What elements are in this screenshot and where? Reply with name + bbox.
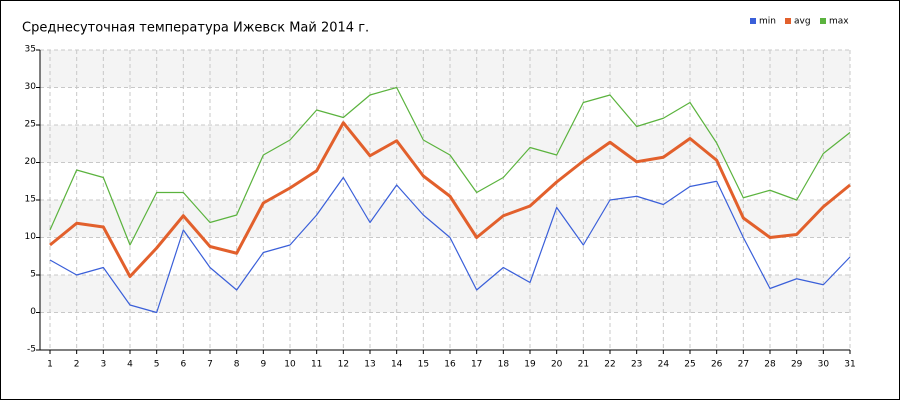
- grid-band: [40, 275, 850, 313]
- x-tick-label: 27: [738, 360, 749, 370]
- legend-label: max: [829, 17, 849, 27]
- x-tick-label: 17: [471, 360, 482, 370]
- x-tick-label: 5: [154, 360, 160, 370]
- x-tick-label: 19: [524, 360, 536, 370]
- x-tick-label: 18: [498, 360, 510, 370]
- x-tick-label: 7: [207, 360, 213, 370]
- x-tick-label: 31: [844, 360, 855, 370]
- legend-label: min: [759, 17, 776, 27]
- y-tick-label: 35: [25, 45, 36, 55]
- y-tick-label: 15: [25, 195, 36, 205]
- x-tick-label: 20: [551, 360, 563, 370]
- x-tick-label: 2: [74, 360, 80, 370]
- x-tick-label: 25: [684, 360, 695, 370]
- x-tick-label: 6: [180, 360, 186, 370]
- y-tick-label: 25: [25, 120, 36, 130]
- x-tick-label: 22: [604, 360, 615, 370]
- y-tick-label: -5: [27, 345, 36, 355]
- x-tick-label: 8: [234, 360, 240, 370]
- x-tick-label: 29: [791, 360, 803, 370]
- y-tick-label: 20: [25, 157, 37, 167]
- grid-band: [40, 125, 850, 163]
- x-tick-label: 12: [338, 360, 349, 370]
- x-tick-label: 11: [311, 360, 322, 370]
- x-tick-label: 21: [578, 360, 589, 370]
- legend-swatch: [785, 18, 791, 24]
- x-tick-label: 24: [658, 360, 670, 370]
- legend-swatch: [820, 18, 826, 24]
- x-tick-label: 23: [631, 360, 642, 370]
- chart-title: Среднесуточная температура Ижевск Май 20…: [22, 21, 369, 36]
- x-tick-label: 16: [444, 360, 456, 370]
- x-tick-label: 4: [127, 360, 133, 370]
- x-tick-label: 14: [391, 360, 403, 370]
- x-tick-label: 10: [284, 360, 296, 370]
- series-line: [49, 121, 851, 278]
- x-tick-label: 9: [260, 360, 266, 370]
- legend-swatch: [750, 18, 756, 24]
- x-tick-label: 15: [418, 360, 429, 370]
- grid-band: [40, 50, 850, 88]
- y-tick-label: 30: [25, 82, 37, 92]
- x-tick-label: 13: [364, 360, 375, 370]
- x-tick-label: 30: [818, 360, 830, 370]
- y-tick-label: 10: [25, 232, 37, 242]
- grid-band: [40, 200, 850, 238]
- series-line: [49, 86, 851, 246]
- x-tick-label: 28: [764, 360, 776, 370]
- y-tick-label: 0: [30, 307, 36, 317]
- x-tick-label: 1: [47, 360, 53, 370]
- series-line: [49, 176, 851, 314]
- x-tick-label: 3: [100, 360, 106, 370]
- y-tick-label: 5: [30, 270, 36, 280]
- x-tick-label: 26: [711, 360, 723, 370]
- legend-label: avg: [794, 17, 811, 27]
